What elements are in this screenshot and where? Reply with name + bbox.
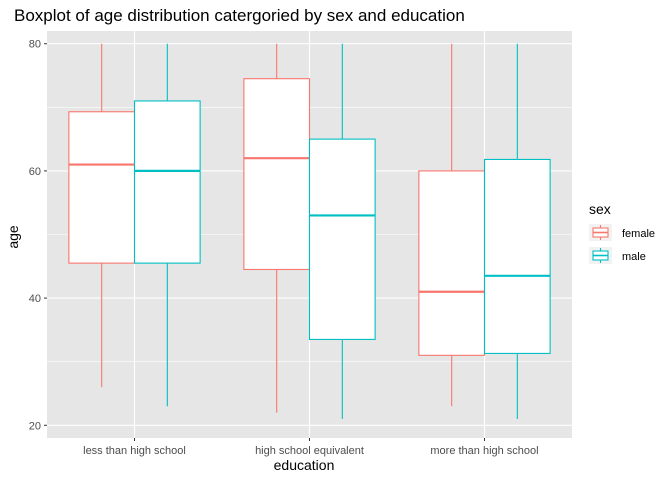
y-tick-label: 80 (29, 39, 41, 51)
legend-label: male (622, 251, 646, 263)
y-axis-title: age (5, 225, 21, 249)
box-female (68, 43, 136, 388)
x-tick-label: high school equivalent (255, 445, 364, 457)
box-body (308, 138, 376, 340)
box-male (308, 43, 376, 419)
legend: sex female male (589, 201, 655, 264)
legend-title: sex (589, 201, 611, 217)
legend-item-male: male (589, 247, 646, 264)
x-tick-label: more than high school (430, 445, 538, 457)
box-body (483, 158, 551, 354)
x-tick-label: less than high school (83, 445, 186, 457)
boxes (68, 43, 551, 419)
box-body (243, 78, 311, 271)
box-body (418, 170, 486, 356)
legend-item-female: female (589, 224, 655, 241)
box-body (68, 111, 136, 264)
box-body (133, 100, 201, 264)
chart-title: Boxplot of age distribution catergoried … (14, 6, 465, 25)
y-tick-label: 40 (29, 293, 41, 305)
box-female (418, 43, 486, 407)
box-male (133, 43, 201, 407)
legend-label: female (622, 228, 655, 240)
y-tick-label: 60 (29, 166, 41, 178)
box-male (483, 43, 551, 419)
box-female (243, 43, 311, 413)
y-tick-label: 20 (29, 420, 41, 432)
x-axis-title: education (274, 457, 335, 473)
y-axis: 20 40 60 80 (29, 39, 47, 432)
x-axis: less than high school high school equival… (83, 438, 539, 457)
